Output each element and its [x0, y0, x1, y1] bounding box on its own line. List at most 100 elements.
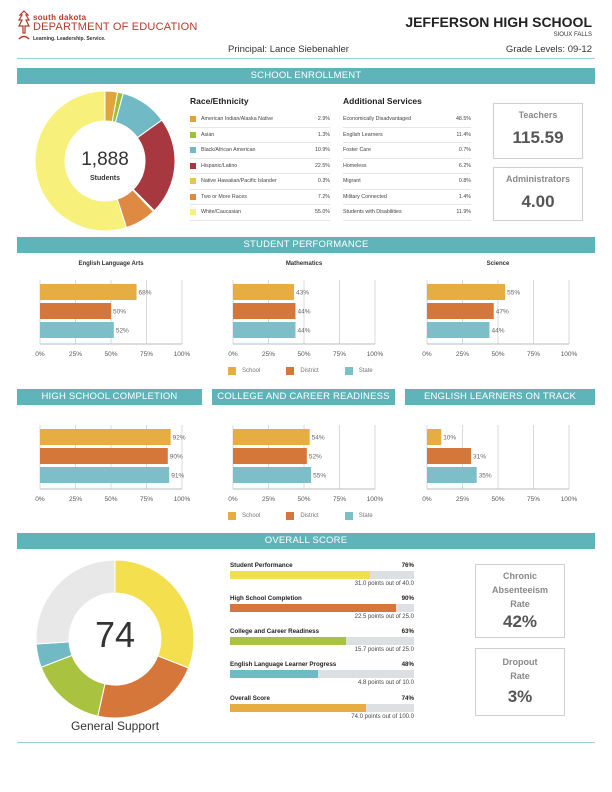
bar-value-label: 50% — [113, 309, 126, 316]
race-value: 0.3% — [317, 178, 330, 185]
service-label: Homeless — [343, 162, 367, 169]
component-percent: 63% — [401, 628, 414, 635]
administrators-box: Administrators 4.00 — [493, 167, 583, 221]
bar-value-label: 47% — [496, 309, 509, 316]
services-table-title: Additional Services — [343, 96, 422, 106]
race-swatch — [190, 131, 196, 138]
bar-value-label: 35% — [479, 473, 492, 480]
x-tick-label: 0% — [35, 496, 45, 503]
component-percent: 74% — [401, 695, 414, 702]
administrators-value: 4.00 — [521, 192, 555, 211]
bar-value-label: 52% — [116, 328, 129, 335]
bar-state — [40, 322, 114, 338]
readiness-legend: School District State — [228, 512, 388, 520]
overall-components: Student Performance 76% 31.0 points out … — [230, 562, 414, 728]
bar-state — [233, 322, 296, 338]
math-bar-chart: 0% 25% 50% 75% 100% 43% 44% 44% — [228, 280, 384, 358]
x-tick-label: 25% — [262, 496, 275, 503]
race-table-title: Race/Ethnicity — [190, 96, 249, 106]
race-value: 10.9% — [314, 147, 330, 154]
legend-state: State — [344, 367, 373, 375]
chart-title-ela: English Language Arts — [78, 261, 144, 267]
section-high-school-completion: HIGH SCHOOL COMPLETION — [17, 389, 202, 405]
overall-component: Student Performance 76% 31.0 points out … — [230, 562, 414, 595]
bar-school — [233, 284, 295, 300]
readiness-bar-chart: 0% 25% 50% 75% 100% 54% 52% 55% — [228, 425, 384, 503]
x-tick-label: 50% — [104, 496, 117, 503]
principal-name: Principal: Lance Siebenahler — [228, 44, 349, 55]
race-row: Asian 1.3% — [190, 128, 330, 143]
service-value: 11.9% — [456, 209, 471, 216]
bar-value-label: 44% — [297, 328, 310, 335]
race-label: Black/African American — [201, 147, 256, 154]
component-label: Student Performance — [230, 562, 293, 569]
legend-state: State — [344, 512, 373, 520]
component-bar-track — [230, 670, 414, 678]
performance-legend: School District State — [228, 367, 388, 375]
component-bar-fill — [230, 604, 396, 612]
component-percent: 76% — [401, 562, 414, 569]
chart-title-math: Mathematics — [285, 261, 323, 267]
race-swatch — [190, 162, 196, 169]
section-overall-score: OVERALL SCORE — [17, 533, 595, 549]
race-value: 2.9% — [317, 116, 330, 123]
overall-component: High School Completion 90% 22.5 points o… — [230, 595, 414, 628]
bar-value-label: 31% — [473, 454, 486, 461]
bar-school — [233, 429, 310, 445]
bar-value-label: 55% — [313, 473, 326, 480]
x-tick-label: 75% — [527, 496, 540, 503]
service-row: Migrant 0.8% — [343, 174, 471, 190]
logo-mark-icon — [17, 10, 31, 40]
component-label: English Language Learner Progress — [230, 661, 337, 668]
logo-line2: DEPARTMENT OF EDUCATION — [33, 21, 198, 33]
service-value: 0.7% — [458, 147, 471, 154]
enrollment-total: 1,888 — [81, 149, 129, 170]
race-value: 7.2% — [317, 193, 330, 200]
bar-school — [40, 429, 171, 445]
x-tick-label: 25% — [456, 496, 469, 503]
service-label: Migrant — [343, 178, 361, 185]
component-bar-fill — [230, 704, 367, 712]
service-row: Economically Disadvantaged 48.5% — [343, 112, 471, 128]
bar-value-label: 10% — [443, 435, 456, 442]
bar-state — [427, 467, 477, 483]
service-row: Military Connected 1.4% — [343, 190, 471, 205]
services-table: Economically Disadvantaged 48.5% English … — [343, 112, 471, 221]
service-row: Homeless 6.2% — [343, 159, 471, 174]
overall-slice-high-school-completion — [97, 655, 190, 719]
x-tick-label: 75% — [527, 351, 540, 358]
race-label: White/Caucasian — [201, 209, 242, 216]
overall-score-donut — [35, 559, 195, 719]
bar-value-label: 54% — [312, 435, 325, 442]
x-tick-label: 100% — [367, 351, 384, 358]
section-enrollment: SCHOOL ENROLLMENT — [17, 68, 595, 84]
component-label: College and Career Readiness — [230, 628, 320, 635]
header-divider — [17, 58, 595, 59]
x-tick-label: 75% — [333, 496, 346, 503]
race-row: White/Caucasian 55.0% — [190, 205, 330, 221]
race-row: Native Hawaiian/Pacific Islander 0.3% — [190, 174, 330, 190]
bar-value-label: 92% — [173, 435, 186, 442]
x-tick-label: 0% — [228, 351, 238, 358]
race-label: Asian — [201, 131, 215, 138]
x-tick-label: 50% — [491, 496, 504, 503]
service-label: Foster Care — [343, 147, 371, 154]
component-percent: 48% — [401, 661, 414, 668]
overall-slice-student-performance — [114, 559, 195, 669]
dropout-box: Dropout Rate 3% — [475, 648, 565, 716]
bar-state — [40, 467, 170, 483]
x-tick-label: 75% — [333, 351, 346, 358]
absenteeism-label: Chronic Absenteeism Rate — [491, 571, 549, 609]
overall-component: English Language Learner Progress 48% 4.… — [230, 661, 414, 695]
logo-tagline: Learning. Leadership. Service. — [33, 36, 106, 42]
x-tick-label: 0% — [422, 496, 432, 503]
race-swatch — [190, 116, 196, 123]
logo-line1: south dakota — [33, 13, 87, 22]
race-row: Two or More Races 7.2% — [190, 190, 330, 205]
bar-district — [233, 448, 307, 464]
service-value: 11.4% — [456, 131, 471, 138]
component-points: 4.8 points out of 10.0 — [357, 680, 414, 686]
service-row: Foster Care 0.7% — [343, 143, 471, 159]
school-name: JEFFERSON HIGH SCHOOL — [405, 14, 592, 30]
teachers-label: Teachers — [518, 110, 558, 120]
